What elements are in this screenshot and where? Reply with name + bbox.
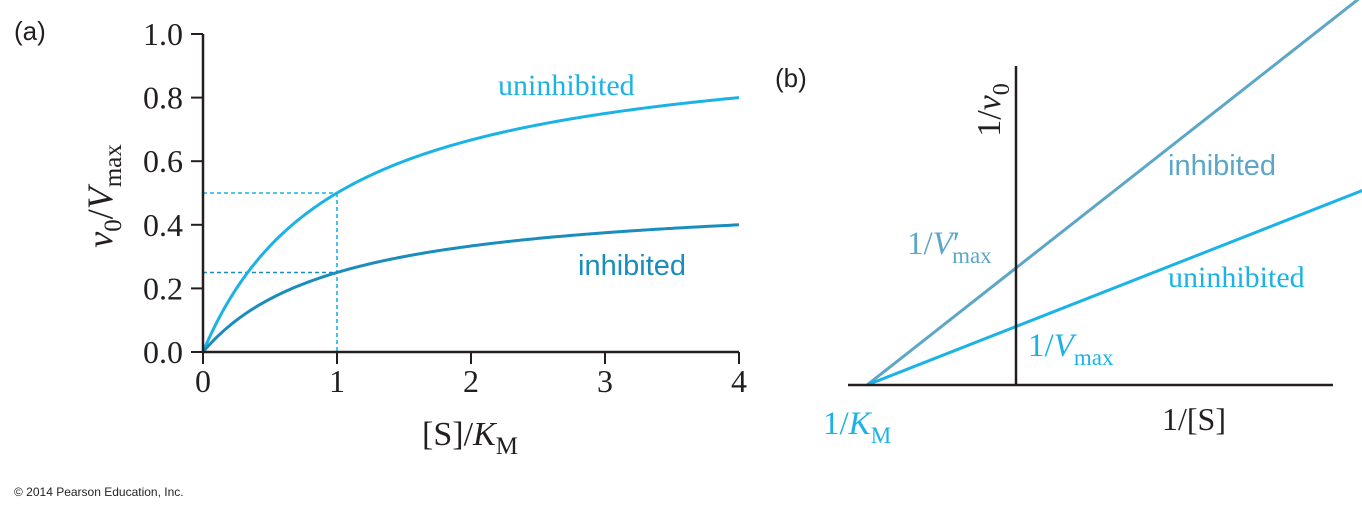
inhibited-curve-label: inhibited xyxy=(578,250,686,282)
b-inhibited-line xyxy=(866,0,1360,387)
panel-a-label: (a) xyxy=(14,16,46,46)
b-x-axis-label: 1/[S] xyxy=(1162,401,1226,437)
b-inhibited-label: inhibited xyxy=(1168,150,1276,182)
x-tick-label: 4 xyxy=(731,363,747,399)
lineweaver-burk-lines xyxy=(866,0,1362,387)
y-tick-label: 0.6 xyxy=(143,143,183,179)
curves xyxy=(201,96,740,353)
y-tick-label: 0.0 xyxy=(143,334,183,370)
vmax-intercept-label: 1/Vmax xyxy=(1028,328,1114,370)
x-tick-label: 1 xyxy=(329,363,345,399)
km-intercept-label: 1/KM xyxy=(823,406,891,448)
uninhibited-curve xyxy=(201,96,740,353)
y-tick-label: 1.0 xyxy=(143,16,183,52)
y-tick-label: 0.2 xyxy=(143,270,183,306)
x-ticks: 0 1 2 3 4 xyxy=(195,352,747,399)
copyright-notice: © 2014 Pearson Education, Inc. xyxy=(14,485,184,499)
panel-a: (a) 0.0 0.2 0.4 0.6 0.8 1.0 0 1 2 3 4 uninhibited… xyxy=(14,16,747,460)
uninhibited-curve-label: uninhibited xyxy=(498,69,635,102)
y-ticks: 0.0 0.2 0.4 0.6 0.8 1.0 xyxy=(143,16,203,370)
b-y-axis-label: 1/v0 xyxy=(971,83,1015,137)
panel-b: (b) 1/v0 1/[S] inhibited uninhibited 1/V… xyxy=(775,0,1362,448)
x-axis-label: [S]/KM xyxy=(422,416,518,460)
panel-b-label: (b) xyxy=(775,63,807,93)
guide-lines xyxy=(203,192,338,352)
x-tick-label: 3 xyxy=(597,363,613,399)
vmax-prime-intercept-label: 1/V′max xyxy=(907,226,992,268)
b-uninhibited-label: uninhibited xyxy=(1168,261,1305,294)
x-tick-label: 0 xyxy=(195,363,211,399)
x-tick-label: 2 xyxy=(463,363,479,399)
inhibited-curve xyxy=(201,223,740,353)
y-tick-label: 0.8 xyxy=(143,80,183,116)
y-tick-label: 0.4 xyxy=(143,207,183,243)
y-axis-label: v0/Vmax xyxy=(80,144,127,248)
panel-a-axes: 0.0 0.2 0.4 0.6 0.8 1.0 0 1 2 3 4 xyxy=(143,16,747,399)
b-uninhibited-line xyxy=(866,189,1362,387)
